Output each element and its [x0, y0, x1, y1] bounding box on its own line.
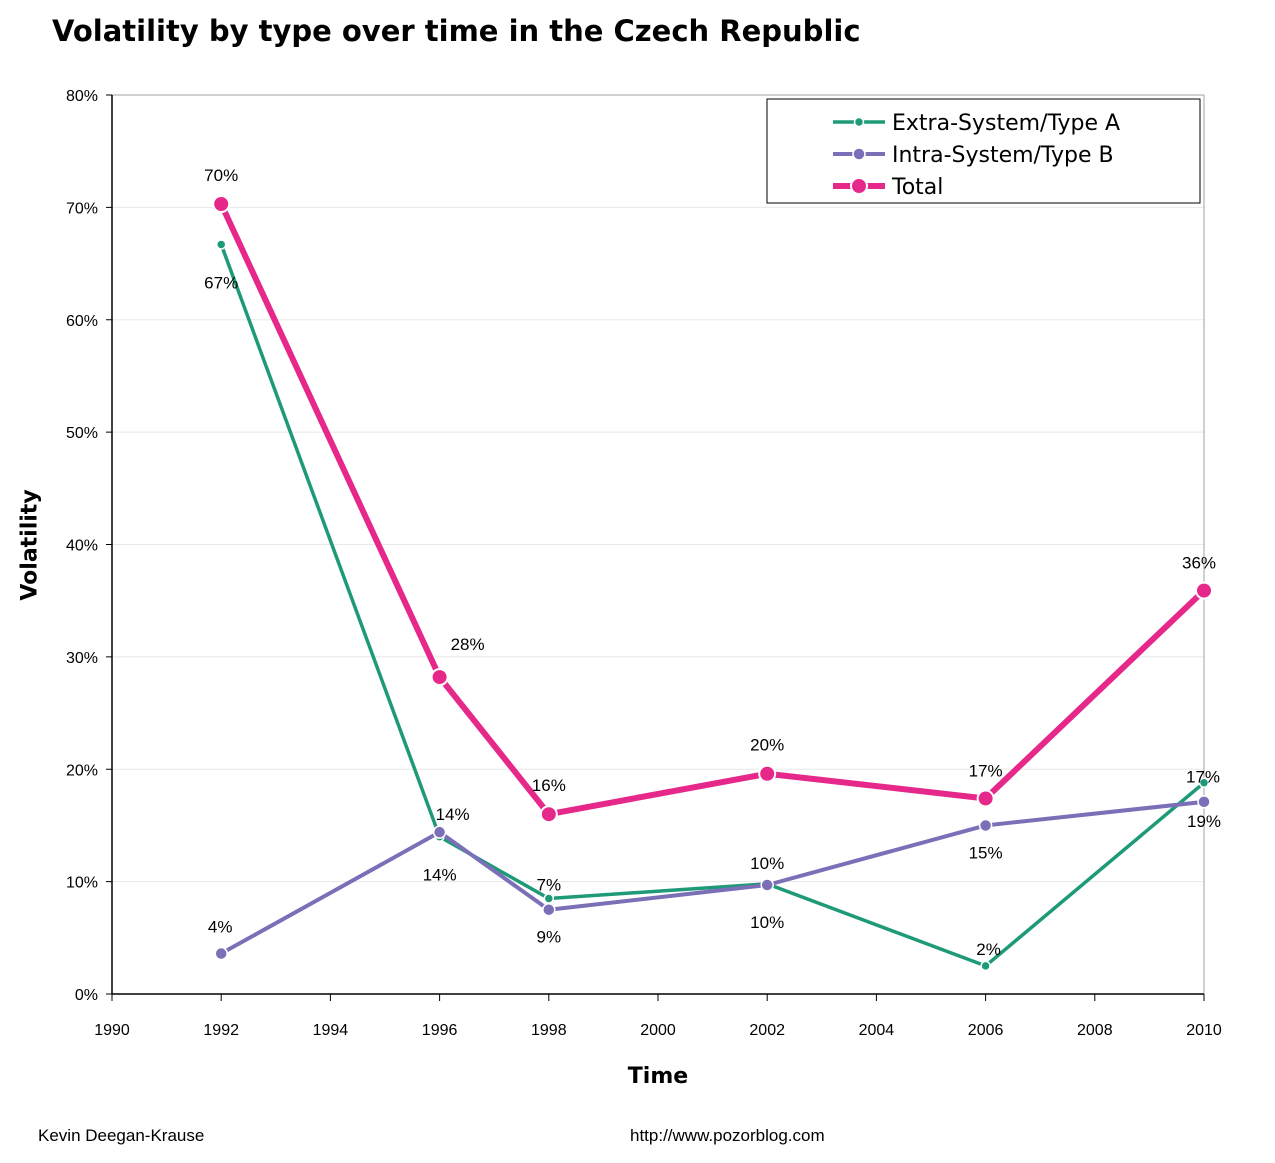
data-point-total [1195, 581, 1213, 600]
series-line-extra-system-type-a [219, 242, 1206, 968]
chart-title: Volatility by type over time in the Czec… [52, 14, 861, 48]
author-credit: Kevin Deegan-Krause [38, 1126, 205, 1145]
data-label-intra-system-type-b: 19% [1187, 812, 1221, 831]
data-point-extra-system-type-a [543, 893, 555, 904]
data-point-extra-system-type-a [1198, 777, 1210, 788]
x-tick-label: 1990 [94, 1022, 130, 1039]
x-axis-label: Time [627, 1064, 689, 1089]
data-point-intra-system-type-b [214, 946, 228, 961]
data-label-intra-system-type-b: 9% [537, 928, 562, 947]
series-line-intra-system-type-b [219, 799, 1206, 956]
data-label-extra-system-type-a: 7% [537, 875, 562, 894]
data-label-intra-system-type-b: 4% [208, 918, 233, 937]
data-label-intra-system-type-b: 14% [436, 805, 470, 824]
y-tick-label: 30% [66, 650, 98, 667]
x-tick-label: 2006 [968, 1022, 1004, 1039]
data-label-total: 36% [1182, 554, 1216, 573]
y-tick-label: 10% [66, 875, 98, 892]
y-tick-label: 60% [66, 313, 98, 330]
x-tick-label: 1996 [422, 1022, 458, 1039]
series-line-total [218, 201, 1207, 818]
data-label-intra-system-type-b: 10% [750, 913, 784, 932]
data-label-total: 28% [451, 635, 485, 654]
data-point-total [539, 805, 558, 824]
x-tick-label: 1998 [531, 1022, 567, 1039]
data-point-intra-system-type-b [1197, 795, 1211, 809]
x-tick-label: 1994 [313, 1022, 349, 1039]
data-point-intra-system-type-b [760, 878, 774, 892]
data-label-intra-system-type-b: 15% [969, 843, 1003, 862]
y-tick-label: 70% [66, 200, 98, 217]
y-tick-label: 0% [75, 987, 98, 1004]
data-label-extra-system-type-a: 17% [1186, 768, 1220, 787]
data-label-total: 20% [750, 736, 784, 755]
data-point-extra-system-type-a [215, 239, 227, 250]
y-tick-label: 80% [66, 88, 98, 105]
data-label-extra-system-type-a: 2% [976, 940, 1001, 959]
data-point-intra-system-type-b [978, 818, 993, 833]
data-label-total: 17% [969, 761, 1003, 780]
data-point-total [976, 789, 995, 808]
legend-label-extra-system-type-a: Extra-System/Type A [892, 111, 1120, 136]
x-tick-label: 2010 [1186, 1022, 1222, 1039]
x-tick-label: 2004 [859, 1022, 895, 1039]
legend-label-total: Total [891, 175, 943, 200]
data-label-total: 16% [532, 776, 566, 795]
x-tick-label: 1992 [203, 1022, 239, 1039]
data-point-total [212, 195, 231, 214]
data-point-total [430, 668, 449, 687]
y-tick-label: 40% [66, 538, 98, 555]
y-tick-label: 20% [66, 762, 98, 779]
legend-marker-extra-system-type-a [853, 116, 865, 128]
data-label-extra-system-type-a: 10% [750, 854, 784, 873]
x-tick-label: 2008 [1077, 1022, 1113, 1039]
data-label-total: 70% [204, 166, 238, 185]
data-point-intra-system-type-b [542, 902, 556, 917]
data-point-extra-system-type-a [980, 960, 991, 972]
data-point-total [758, 764, 777, 783]
y-tick-label: 50% [66, 425, 98, 442]
legend-marker-total [850, 177, 868, 195]
x-tick-label: 2000 [640, 1022, 676, 1039]
legend-label-intra-system-type-b: Intra-System/Type B [892, 143, 1114, 168]
source-url: http://www.pozorblog.com [630, 1126, 825, 1145]
data-point-intra-system-type-b [432, 825, 447, 839]
data-label-extra-system-type-a: 14% [423, 866, 457, 885]
x-tick-label: 2002 [749, 1022, 785, 1039]
legend-marker-intra-system-type-b [852, 147, 866, 161]
data-label-extra-system-type-a: 67% [204, 273, 238, 292]
